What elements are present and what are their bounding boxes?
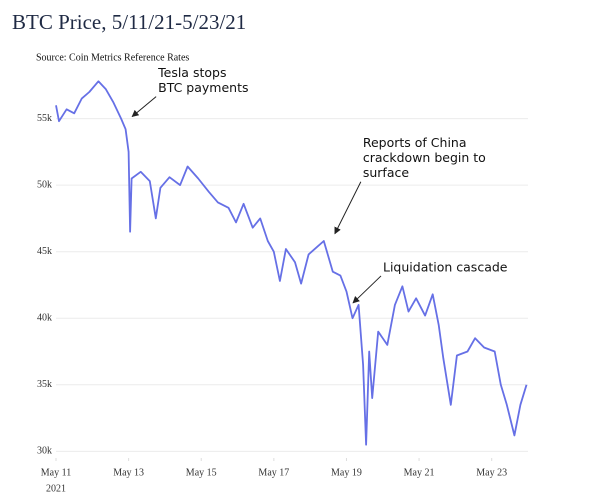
y-tick-label: 55k xyxy=(37,113,52,124)
annotation-arrow xyxy=(334,181,362,235)
annotation-text: Reports of China xyxy=(363,135,467,150)
y-tick-label: 40k xyxy=(37,313,52,324)
y-tick-label: 35k xyxy=(37,379,52,390)
x-tick-label: May 19 xyxy=(331,467,362,478)
chart-subtitle: Source: Coin Metrics Reference Rates xyxy=(36,52,189,63)
x-tick-label: May 21 xyxy=(404,467,435,478)
x-tick-label: May 23 xyxy=(476,467,507,478)
annotation-arrow xyxy=(131,96,157,118)
annotation-text: BTC payments xyxy=(158,80,248,95)
price-line xyxy=(55,80,528,446)
annotation-text: Tesla stops xyxy=(157,65,226,80)
x-tick-label: May 17 xyxy=(258,467,289,478)
y-tick-label: 30k xyxy=(37,446,52,457)
x-tick-label: May 15 xyxy=(186,467,217,478)
annotation-arrow xyxy=(352,275,382,304)
y-tick-label: 45k xyxy=(37,246,52,257)
annotation-text: crackdown begin to xyxy=(363,150,486,165)
x-tick-label: May 13 xyxy=(113,467,144,478)
x-tick-label: May 11 xyxy=(41,467,71,478)
y-tick-label: 50k xyxy=(37,179,52,190)
chart-title: BTC Price, 5/11/21-5/23/21 xyxy=(12,10,246,34)
x-tick-year: 2021 xyxy=(46,483,66,494)
annotation-text: Liquidation cascade xyxy=(383,259,508,274)
annotation-text: surface xyxy=(363,165,410,180)
